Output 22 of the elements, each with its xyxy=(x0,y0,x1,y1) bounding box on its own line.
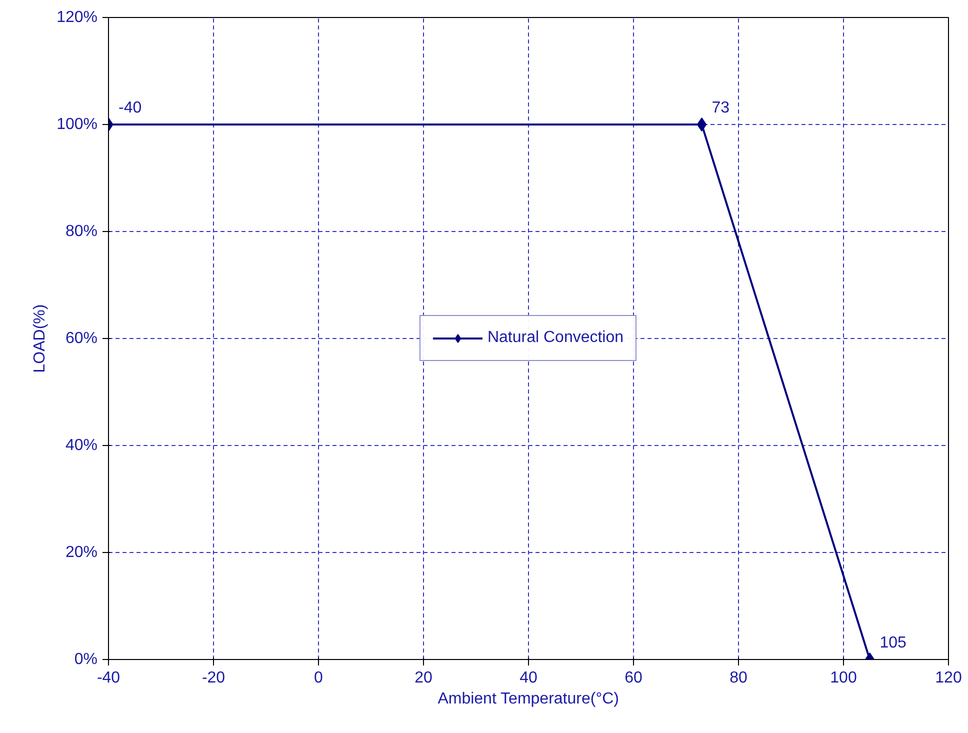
y-tick-label: 80% xyxy=(65,223,98,240)
x-tick-label: -40 xyxy=(96,670,120,686)
y-tick-label: 100% xyxy=(56,116,98,133)
annotation: 73 xyxy=(712,100,730,116)
x-tick-label: -20 xyxy=(202,670,226,686)
y-tick-label: 120% xyxy=(56,9,98,26)
x-tick-label: 0 xyxy=(314,670,324,686)
annotation: -40 xyxy=(118,100,142,116)
x-tick-label: 120 xyxy=(935,670,962,686)
y-tick-label: 40% xyxy=(65,437,98,454)
x-tick-label: 100 xyxy=(830,670,857,686)
y-tick-label: 60% xyxy=(65,330,98,347)
y-tick-label: 0% xyxy=(74,651,98,668)
x-axis-title: Ambient Temperature(°C) xyxy=(438,690,619,708)
x-tick-label: 40 xyxy=(520,670,538,686)
x-tick-label: 60 xyxy=(624,670,642,686)
y-axis-title: LOAD(%) xyxy=(32,304,49,373)
annotation: 105 xyxy=(880,634,907,652)
y-tick-label: 20% xyxy=(65,544,98,561)
x-tick-label: 20 xyxy=(414,670,432,686)
x-tick-label: 80 xyxy=(730,670,748,686)
legend-label: Natural Convection xyxy=(487,329,624,347)
